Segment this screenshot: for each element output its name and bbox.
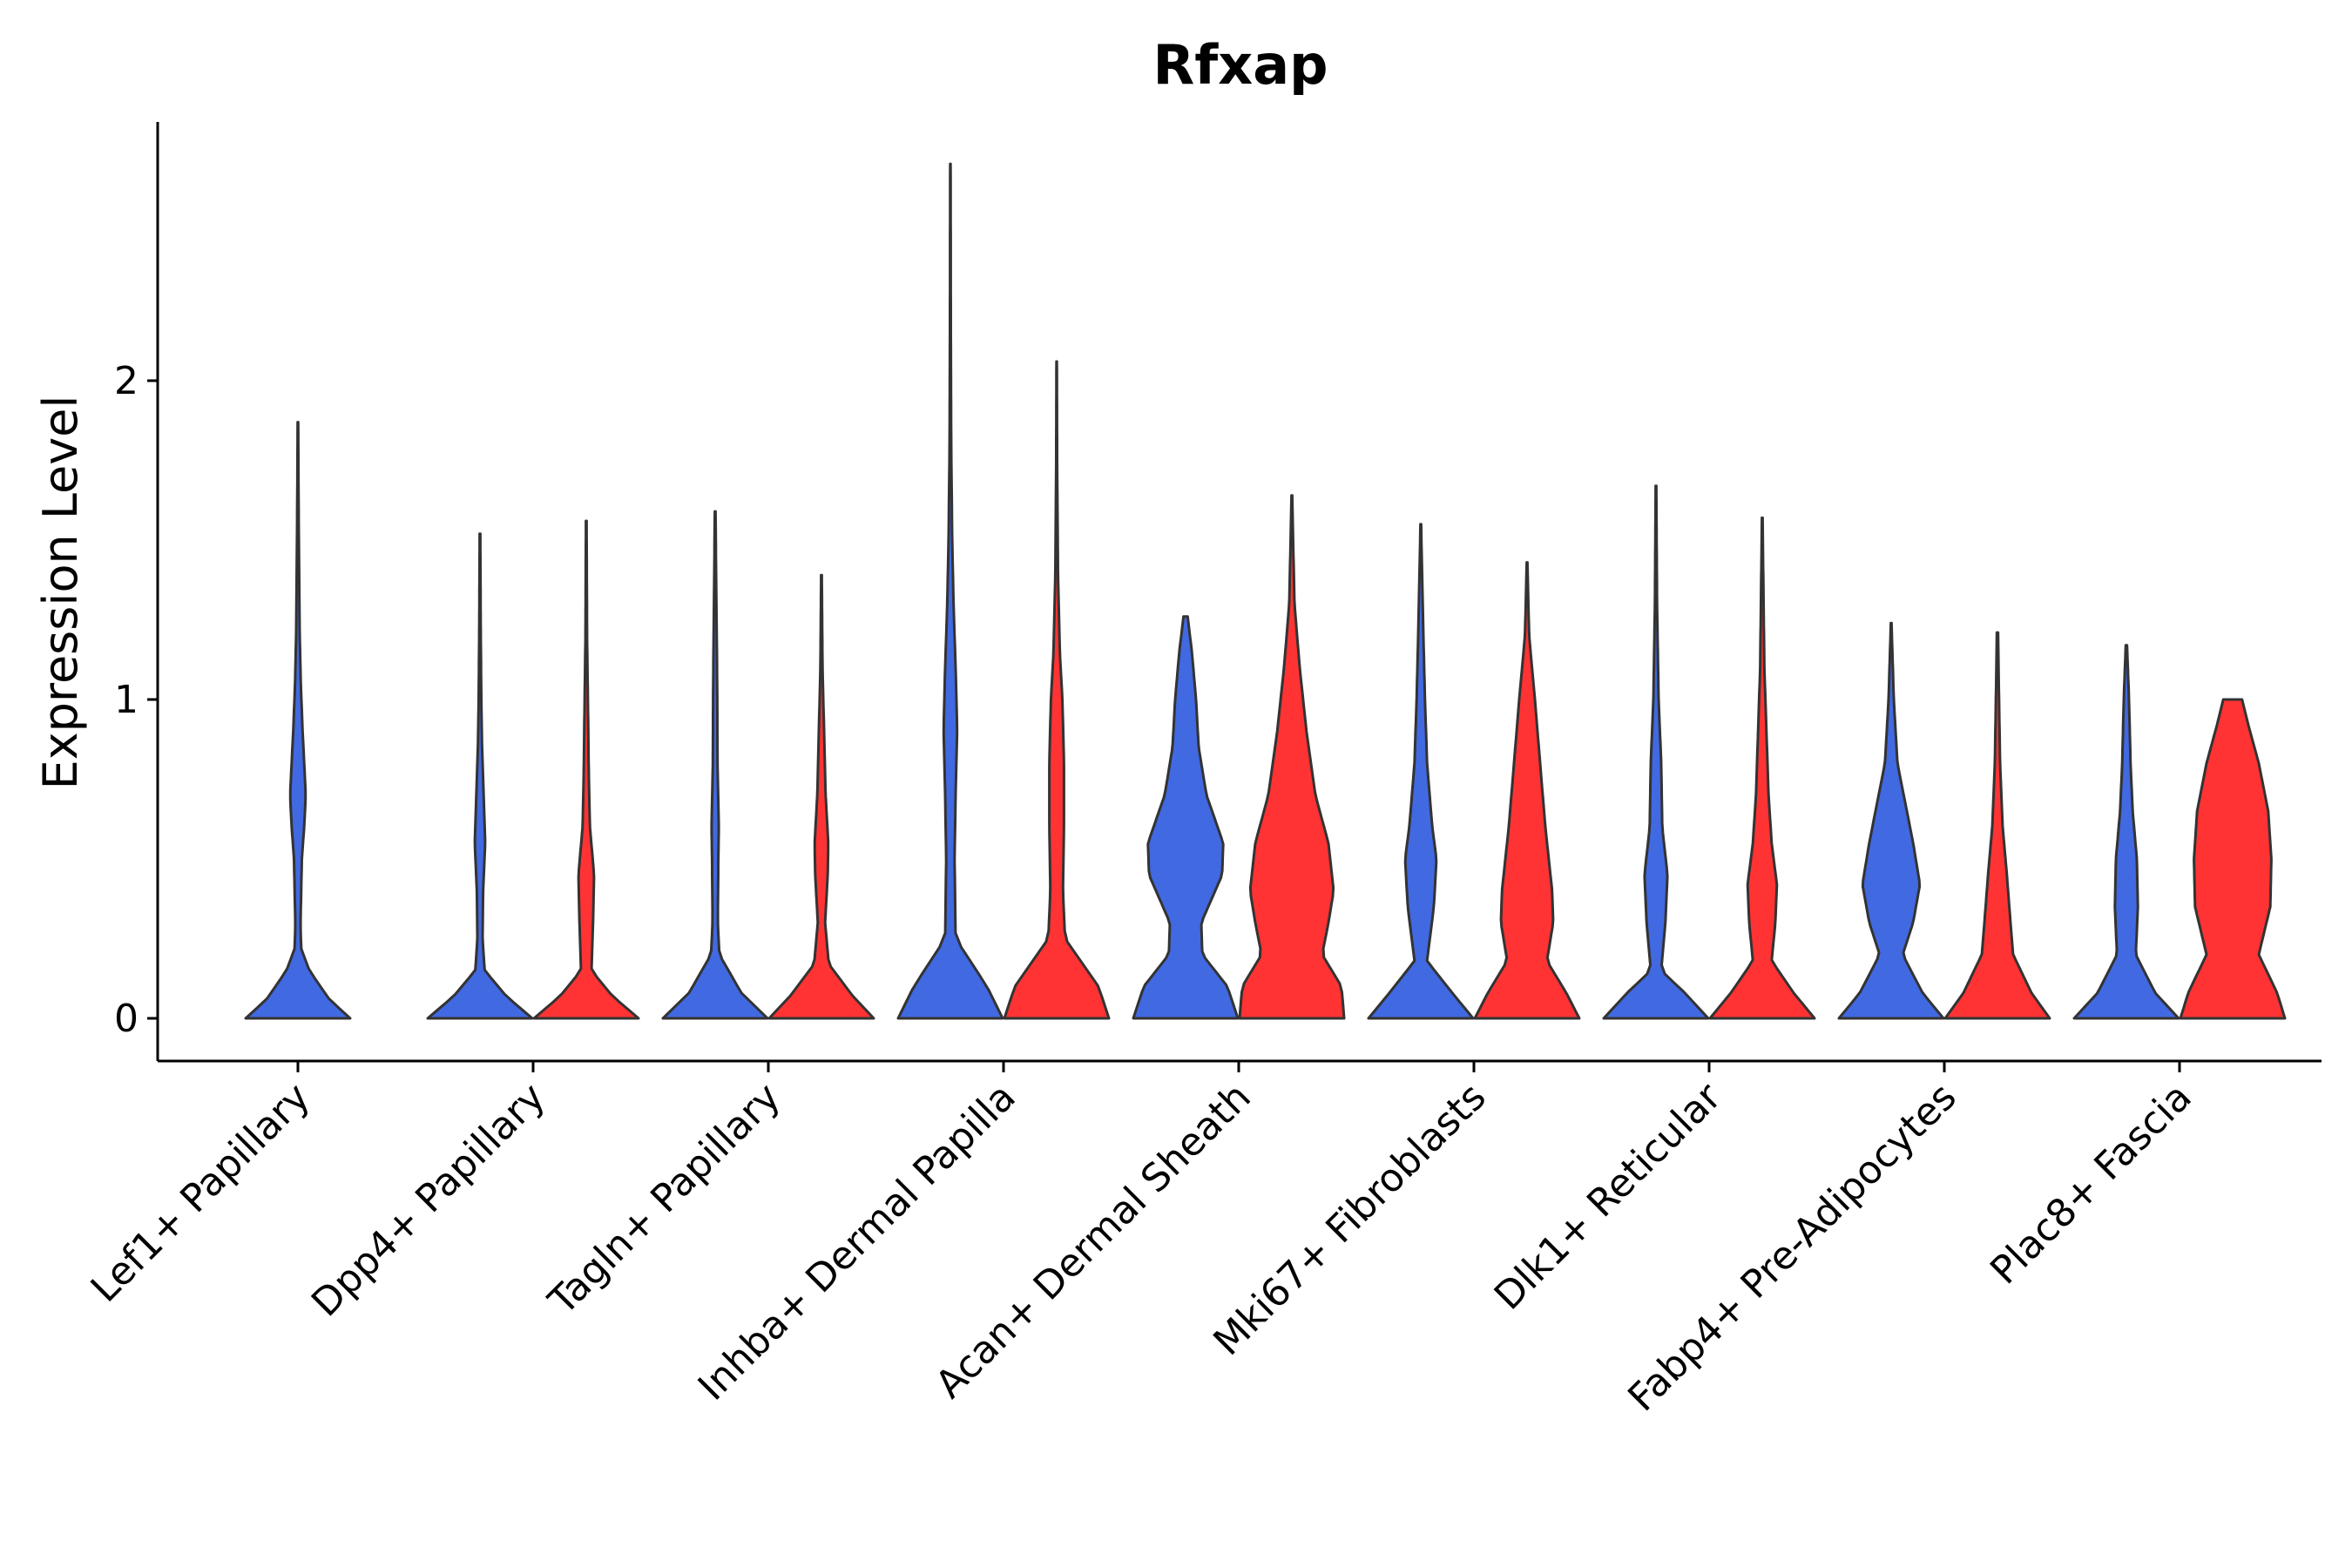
violin-group1	[661, 510, 769, 1020]
violin-group1	[1132, 615, 1240, 1020]
violin-group2	[1003, 360, 1111, 1020]
x-tick-label: Dlk1+ Reticular	[1486, 1074, 1731, 1319]
violin-group2	[2179, 698, 2287, 1020]
y-axis-label: Expression Level	[33, 395, 88, 790]
violin-group2	[1708, 516, 1816, 1020]
violin-group2	[767, 573, 875, 1020]
chart-title: Rfxap	[1153, 33, 1328, 97]
violin-group2	[1473, 561, 1581, 1020]
violin-group1	[2072, 644, 2180, 1020]
violin-group1	[426, 532, 534, 1020]
violin-group1	[1367, 523, 1475, 1020]
violin-group1	[1837, 621, 1945, 1020]
y-tick-label: 2	[114, 359, 139, 403]
y-ticks-group: 0 1 2	[114, 359, 158, 1041]
x-tick-label: Mki67+ Fibroblasts	[1205, 1075, 1494, 1364]
x-tick-label: Dpp4+ Papillary	[303, 1075, 554, 1326]
violin-group1	[1602, 484, 1710, 1020]
x-tick-label: Plac8+ Fascia	[1982, 1075, 2200, 1294]
y-tick-label: 1	[114, 678, 139, 722]
y-tick-label: 0	[114, 997, 139, 1041]
x-tick-label: Lef1+ Papillary	[83, 1075, 319, 1311]
violins-group	[244, 162, 2287, 1020]
violin-group2	[1943, 631, 2051, 1020]
x-tick-label: Tagln+ Papillary	[540, 1075, 789, 1324]
violin-group1	[896, 162, 1004, 1020]
violin-group2	[1238, 494, 1346, 1020]
violin-group2	[532, 519, 640, 1020]
violin-group1	[244, 421, 352, 1020]
